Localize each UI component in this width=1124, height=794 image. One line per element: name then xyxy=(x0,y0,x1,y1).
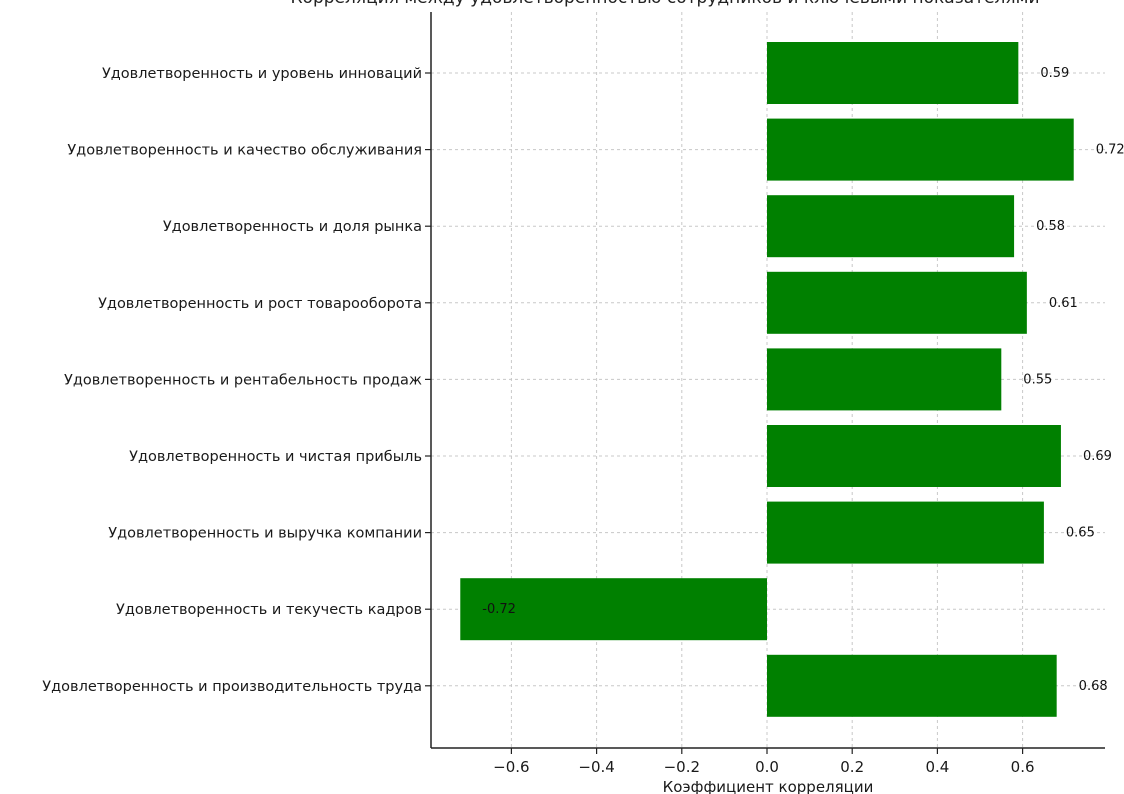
bar xyxy=(767,348,1002,411)
bar xyxy=(767,271,1027,334)
bar xyxy=(767,501,1044,564)
bar xyxy=(767,118,1074,181)
x-tick-label: 0.4 xyxy=(925,758,949,776)
x-tick-label: −0.2 xyxy=(664,758,700,776)
value-label: 0.59 xyxy=(1040,66,1069,81)
value-label: 0.68 xyxy=(1079,679,1108,694)
category-label: Удовлетворенность и выручка компании xyxy=(108,526,422,542)
x-tick-label: −0.6 xyxy=(493,758,529,776)
bar xyxy=(767,195,1015,258)
bar xyxy=(767,425,1061,487)
category-label: Удовлетворенность и производительность т… xyxy=(42,679,422,695)
x-tick-label: 0.0 xyxy=(755,758,779,776)
x-axis-title: Коэффициент корреляции xyxy=(663,778,874,794)
category-label: Удовлетворенность и рост товарооборота xyxy=(98,296,422,312)
bar xyxy=(460,578,767,641)
category-label: Удовлетворенность и качество обслуживани… xyxy=(67,143,422,159)
value-label: 0.65 xyxy=(1066,526,1095,541)
value-label: 0.55 xyxy=(1023,372,1052,387)
axes xyxy=(425,12,1105,754)
chart-title: Корреляция между удовлетворенностью сотр… xyxy=(290,0,1039,8)
value-label: -0.72 xyxy=(482,602,516,617)
x-tick-label: 0.6 xyxy=(1011,758,1035,776)
x-tick-label: −0.4 xyxy=(578,758,614,776)
category-label: Удовлетворенность и уровень инноваций xyxy=(102,66,422,82)
category-label: Удовлетворенность и текучесть кадров xyxy=(116,602,422,618)
category-label: Удовлетворенность и рентабельность прода… xyxy=(64,372,422,388)
x-tick-label: 0.2 xyxy=(840,758,864,776)
value-label: 0.69 xyxy=(1083,449,1112,464)
value-label: 0.61 xyxy=(1049,296,1078,311)
value-label: 0.72 xyxy=(1096,143,1124,158)
bars xyxy=(460,42,1074,717)
bar xyxy=(767,654,1057,717)
category-label: Удовлетворенность и доля рынка xyxy=(163,219,422,235)
value-label: 0.58 xyxy=(1036,219,1065,234)
labels: −0.6 −0.4 −0.2 0.0 0.2 0.4 0.6 Удовлетворенност… xyxy=(42,66,1124,776)
bar xyxy=(767,42,1019,104)
category-label: Удовлетворенность и чистая прибыль xyxy=(129,449,422,465)
